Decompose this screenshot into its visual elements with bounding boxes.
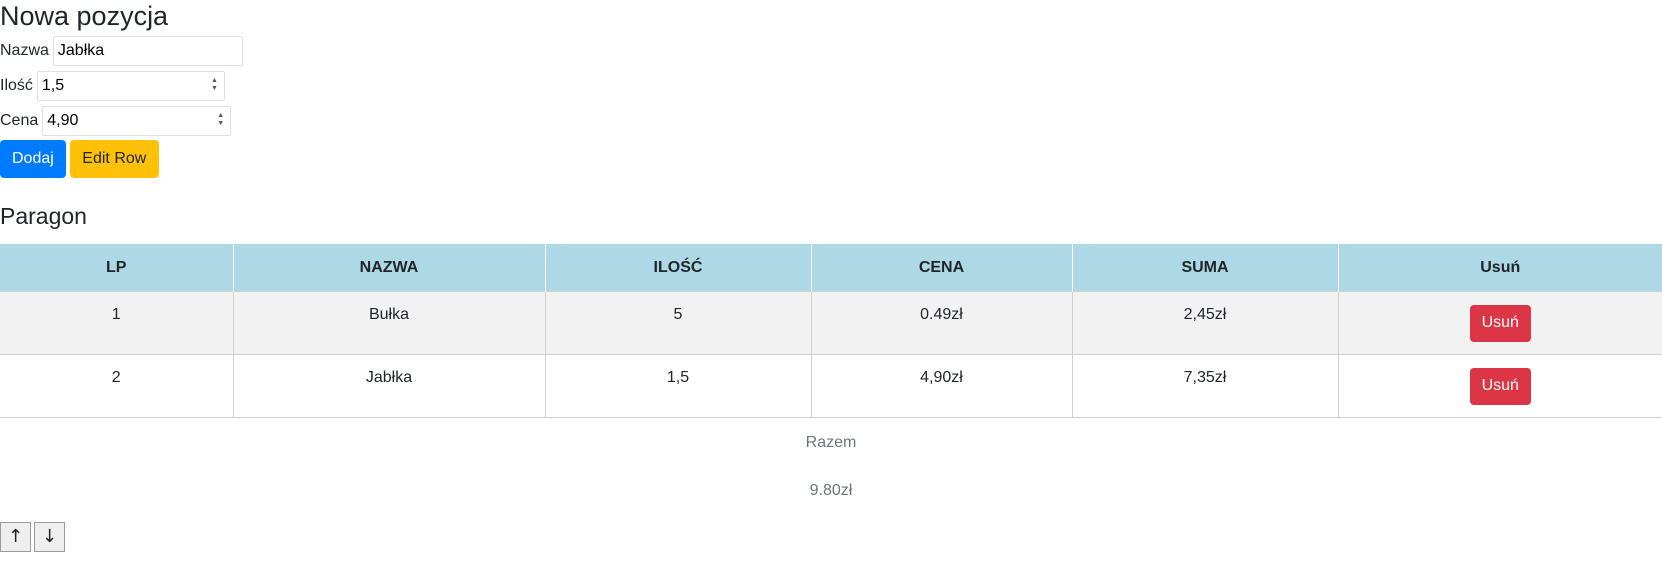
cell-sum-text: 2,45zł	[1183, 306, 1227, 323]
column-header-qty: ILOŚĆ	[544, 244, 811, 292]
total-value: 9.80zł	[809, 482, 853, 499]
sort-controls: ↑ ↓	[0, 522, 1662, 552]
qty-label: Ilość	[0, 76, 33, 94]
table-header-row: LP NAZWA ILOŚĆ CENA SUMA Usuń	[0, 244, 1662, 292]
form-actions: Dodaj Edit Row	[0, 140, 1662, 178]
cell-sum: 7,35zł	[1071, 354, 1338, 418]
cell-price-text: 4,90zł	[920, 369, 963, 386]
add-button[interactable]: Dodaj	[0, 140, 66, 178]
cell-qty-text: 5	[673, 306, 683, 323]
receipt-table: LP NAZWA ILOŚĆ CENA SUMA Usuń 1 Bułka 5 …	[0, 244, 1662, 418]
total-label: Razem	[805, 434, 857, 451]
column-header-price: CENA	[810, 244, 1072, 292]
cell-delete: Usuń	[1337, 291, 1662, 355]
cell-name-text: Bułka	[368, 306, 410, 323]
spinner-arrows-icon[interactable]: ▲ ▼	[217, 111, 225, 127]
column-header-delete: Usuń	[1337, 244, 1662, 292]
qty-row: Ilość ▲▼	[0, 68, 1662, 103]
table-row: 2 Jabłka 1,5 4,90zł 7,35zł Usuń	[0, 354, 1662, 418]
column-header-name: NAZWA	[232, 244, 545, 292]
receipt-title: Paragon	[0, 203, 87, 229]
qty-input[interactable]	[36, 70, 225, 101]
cell-delete: Usuń	[1337, 354, 1662, 418]
column-header-sum: SUMA	[1071, 244, 1338, 292]
name-input[interactable]	[52, 35, 243, 66]
qty-stepper[interactable]: ▲▼	[36, 70, 225, 101]
cell-lp: 2	[0, 354, 233, 418]
table-row: 1 Bułka 5 0.49zł 2,45zł Usuń	[0, 291, 1662, 355]
cell-qty-text: 1,5	[666, 369, 690, 386]
spinner-arrows-icon[interactable]: ▲ ▼	[210, 76, 218, 92]
cell-lp-text: 2	[111, 369, 121, 386]
cell-name: Bułka	[232, 291, 545, 355]
cell-lp: 1	[0, 291, 233, 355]
cell-price: 0.49zł	[810, 291, 1072, 355]
cell-qty: 1,5	[544, 354, 811, 418]
name-label: Nazwa	[0, 41, 49, 59]
move-down-icon[interactable]: ↓	[34, 522, 65, 552]
form-title: Nowa pozycja	[0, 1, 169, 31]
cell-price: 4,90zł	[810, 354, 1072, 418]
column-header-lp: LP	[0, 244, 233, 292]
price-stepper[interactable]: ▲▼	[42, 105, 232, 136]
cell-sum-text: 7,35zł	[1183, 369, 1227, 386]
edit-row-button[interactable]: Edit Row	[69, 140, 159, 178]
cell-price-text: 0.49zł	[920, 306, 963, 323]
delete-row-button[interactable]: Usuń	[1469, 304, 1531, 342]
name-row: Nazwa	[0, 33, 1662, 68]
price-label: Cena	[0, 111, 39, 129]
cell-sum: 2,45zł	[1071, 291, 1338, 355]
cell-lp-text: 1	[111, 306, 121, 323]
price-input[interactable]	[42, 105, 232, 136]
delete-row-button[interactable]: Usuń	[1469, 367, 1531, 405]
cell-qty: 5	[544, 291, 811, 355]
price-row: Cena ▲▼	[0, 103, 1662, 138]
move-up-icon[interactable]: ↑	[0, 522, 31, 552]
cell-name-text: Jabłka	[365, 369, 413, 386]
cell-name: Jabłka	[232, 354, 545, 418]
